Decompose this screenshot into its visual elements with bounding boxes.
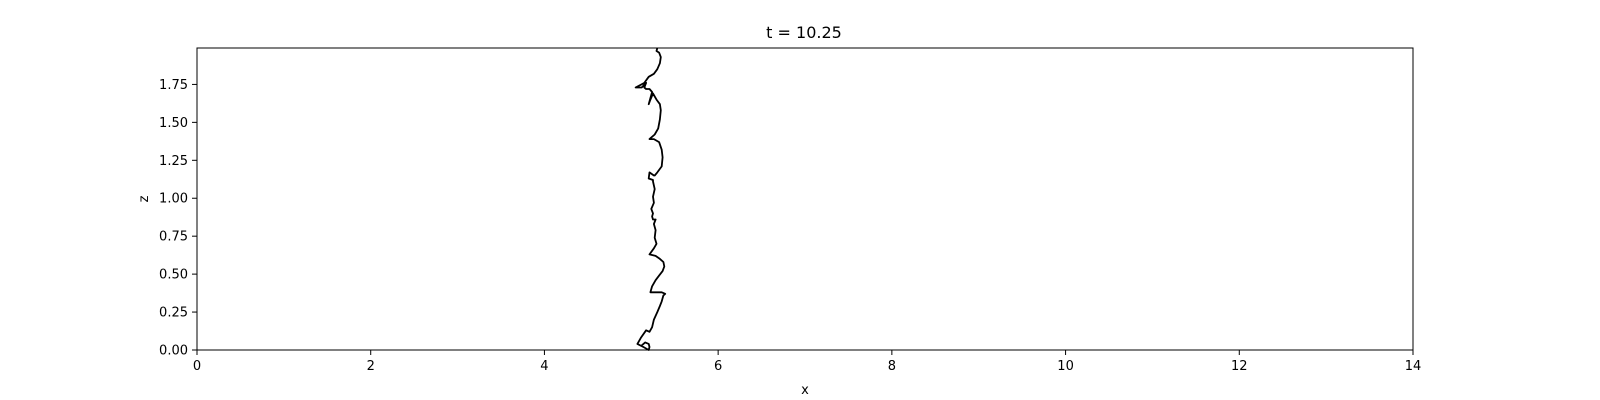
y-tick-label: 0.00 (159, 344, 188, 359)
y-axis-ticks: 0.00 0.25 0.50 0.75 1.00 1.25 1.50 1.75 (159, 78, 197, 359)
x-axis-ticks: 0 2 4 6 8 10 12 14 (193, 350, 1421, 374)
y-tick-label: 1.50 (159, 116, 188, 131)
x-tick-label: 10 (1057, 359, 1074, 374)
y-tick-label: 0.25 (159, 306, 188, 321)
y-tick-label: 1.75 (159, 78, 188, 93)
y-tick-label: 1.25 (159, 154, 188, 169)
chart-title: t = 10.25 (766, 23, 842, 42)
y-tick-label: 0.50 (159, 268, 188, 283)
x-tick-label: 6 (714, 359, 722, 374)
y-tick-label: 1.00 (159, 192, 188, 207)
x-tick-label: 14 (1405, 359, 1422, 374)
axes-frame (196, 47, 1414, 351)
x-tick-label: 2 (367, 359, 375, 374)
y-tick-label: 0.75 (159, 230, 188, 245)
x-tick-label: 0 (193, 359, 201, 374)
y-axis-label: z (137, 195, 152, 202)
x-tick-label: 4 (540, 359, 548, 374)
x-tick-label: 8 (888, 359, 896, 374)
x-tick-label: 12 (1231, 359, 1248, 374)
interface-contour-line (634, 47, 667, 351)
plot-area (196, 47, 1414, 351)
x-axis-label: x (801, 383, 809, 398)
